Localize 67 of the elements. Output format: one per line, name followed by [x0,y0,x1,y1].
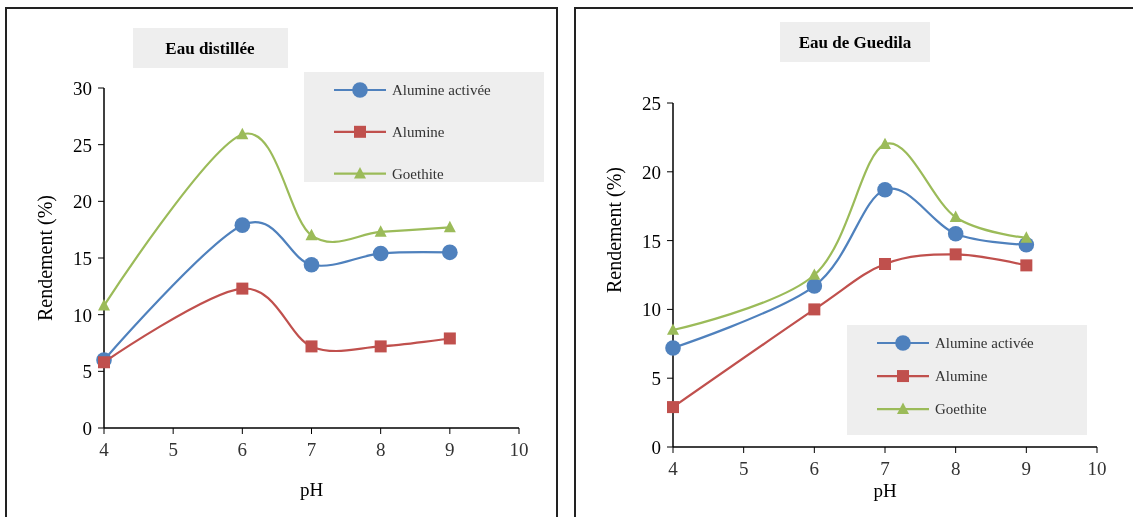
x-tick-label: 6 [237,439,248,460]
point [806,278,823,294]
x-axis-title: pH [299,479,324,500]
y-axis-title: Rendement (%) [34,194,57,322]
x-tick-label: 5 [168,439,178,460]
legend-label: Goethite [392,165,444,182]
x-tick-label: 4 [99,439,110,460]
legend-label: Alumine [935,368,988,385]
point [372,245,389,262]
x-tick-label: 7 [880,458,890,479]
x-tick-label: 8 [950,458,961,479]
legend-label: Alumine activée [392,82,492,98]
point [947,225,964,242]
y-tick-label: 15 [73,248,92,269]
x-tick-label: 9 [1021,458,1032,479]
point [949,210,962,223]
y-tick-label: 30 [73,78,92,99]
point [879,257,891,270]
y-tick-label: 0 [651,437,661,458]
point [98,356,110,369]
point [303,257,320,273]
point [236,127,249,140]
x-tick-label: 5 [738,458,749,479]
point [374,225,387,237]
x-tick-label: 9 [445,439,455,460]
y-axis-title: Rendement (%) [603,166,626,294]
y-tick-label: 10 [73,304,92,326]
point [665,340,681,356]
point [1020,259,1033,272]
point [879,137,891,150]
point [305,340,318,353]
legend-label: Alumine activée [935,335,1035,351]
x-tick-label: 6 [809,458,820,479]
point [808,268,821,280]
x-tick-label: 8 [375,439,386,460]
x-tick-label: 10 [509,439,529,460]
point [667,323,679,335]
y-tick-label: 25 [642,93,661,114]
point [98,299,110,311]
y-tick-label: 20 [73,191,92,213]
point [234,217,251,233]
point [877,181,893,198]
y-tick-label: 5 [651,368,661,390]
point [443,220,456,233]
legend-label: Goethite [935,401,987,418]
chart-title: Eau de Guedila [798,33,912,52]
point [443,332,456,345]
point [1020,231,1033,243]
y-tick-label: 10 [642,299,661,321]
point [374,340,387,353]
point [949,248,962,261]
point [305,228,318,241]
x-tick-label: 10 [1087,458,1107,479]
chart-title: Eau distillée [165,39,256,58]
y-tick-label: 15 [642,230,661,252]
y-tick-label: 25 [73,134,92,156]
legend-label: Alumine [392,123,445,140]
x-axis-title: pH [873,480,897,501]
x-tick-label: 4 [668,458,679,479]
point [808,303,821,316]
x-tick-label: 7 [306,439,317,460]
y-tick-label: 20 [642,161,661,183]
point [236,282,249,295]
y-tick-label: 0 [82,418,92,439]
point [442,244,458,261]
point [667,401,679,414]
y-tick-label: 5 [82,361,92,383]
